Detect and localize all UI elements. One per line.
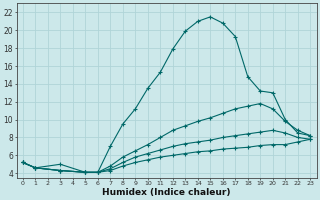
X-axis label: Humidex (Indice chaleur): Humidex (Indice chaleur) <box>102 188 231 197</box>
